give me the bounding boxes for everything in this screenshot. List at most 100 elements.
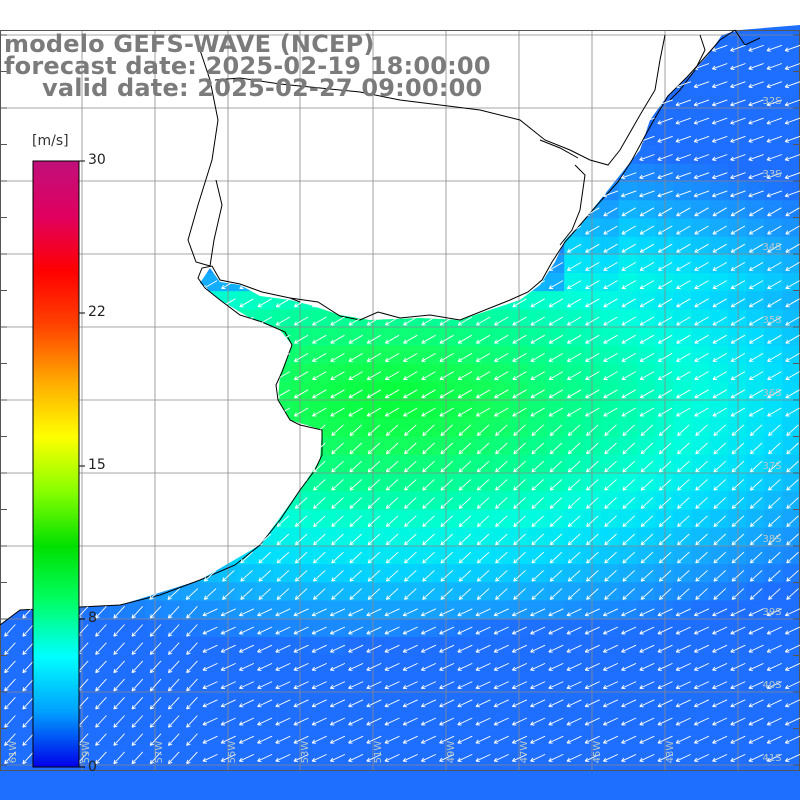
wind-arrow — [186, 642, 198, 655]
wind-arrow — [93, 353, 109, 362]
field-cell — [254, 400, 274, 420]
wind-arrow — [730, 735, 746, 744]
wind-arrow — [730, 81, 746, 89]
field-cell — [291, 436, 310, 456]
wind-arrow — [349, 570, 363, 582]
wind-arrow — [403, 353, 418, 362]
wind-arrow — [457, 662, 473, 671]
field-cell — [673, 163, 693, 183]
wind-arrow — [22, 733, 34, 746]
field-cell — [382, 236, 401, 256]
field-cell — [345, 127, 365, 147]
latitude-label: 33S — [762, 169, 781, 180]
field-cell — [327, 618, 347, 638]
wind-arrow — [21, 424, 35, 437]
field-cell — [728, 218, 747, 238]
field-cell — [182, 236, 201, 256]
field-cell — [491, 564, 511, 583]
wind-arrow — [112, 497, 126, 509]
wind-arrow — [167, 696, 180, 710]
wind-arrow — [22, 624, 34, 637]
wind-arrow — [330, 243, 345, 253]
field-cell — [382, 0, 401, 19]
field-cell — [254, 345, 274, 365]
wind-arrow — [131, 660, 144, 674]
field-cell — [473, 182, 492, 201]
field-cell — [273, 400, 292, 420]
wind-arrow — [202, 190, 218, 198]
wind-arrow — [530, 353, 545, 362]
field-cell — [327, 236, 347, 256]
field-cell — [564, 182, 583, 201]
wind-arrow — [38, 154, 55, 161]
field-cell — [418, 436, 438, 456]
wind-arrow — [530, 699, 546, 708]
wind-arrow — [402, 608, 418, 617]
field-cell — [764, 418, 784, 438]
wind-arrow — [512, 334, 527, 344]
field-cell — [163, 163, 183, 183]
field-cell — [527, 582, 547, 602]
wind-arrow — [240, 533, 253, 546]
wind-arrow — [348, 699, 364, 708]
wind-arrow — [293, 243, 309, 253]
longitude-label: 47W — [519, 741, 530, 764]
wind-arrow — [384, 371, 400, 381]
wind-arrow — [549, 479, 563, 491]
field-cell — [291, 400, 310, 420]
field-cell — [564, 36, 583, 56]
field-cell — [600, 746, 620, 765]
field-cell — [618, 291, 638, 310]
wind-arrow — [566, 63, 582, 70]
wind-arrow — [585, 280, 600, 290]
wind-arrow — [766, 135, 783, 143]
colorbar-label-30: 30 — [88, 152, 106, 168]
field-cell — [0, 254, 19, 274]
wind-arrow — [566, 262, 582, 271]
field-cell — [582, 764, 602, 784]
wind-arrow — [566, 389, 582, 399]
wind-arrow — [93, 407, 109, 417]
field-cell — [200, 309, 219, 329]
wind-arrow — [712, 753, 728, 762]
field-cell — [254, 436, 274, 456]
field-cell — [691, 527, 711, 547]
wind-arrow — [784, 99, 800, 107]
field-cell — [291, 236, 310, 256]
wind-arrow — [693, 117, 710, 125]
wind-arrow — [348, 717, 364, 726]
field-cell — [691, 436, 711, 456]
field-cell — [163, 564, 183, 583]
field-cell — [163, 546, 183, 565]
field-cell — [618, 218, 638, 238]
wind-arrow — [712, 735, 728, 744]
wind-arrow — [148, 334, 163, 344]
wind-arrow — [657, 735, 673, 744]
field-cell — [764, 728, 784, 747]
field-cell — [764, 145, 784, 165]
wind-arrow — [3, 460, 17, 473]
field-cell — [109, 782, 128, 800]
wind-arrow — [275, 681, 291, 690]
field-cell — [309, 218, 329, 238]
field-cell — [764, 637, 784, 656]
field-cell — [746, 72, 765, 92]
wind-arrow — [622, 551, 636, 564]
field-cell — [527, 473, 547, 492]
wind-arrow — [113, 642, 125, 655]
field-cell — [618, 746, 638, 765]
field-cell — [473, 436, 492, 456]
wind-arrow — [403, 243, 418, 253]
field-cell — [254, 145, 274, 165]
wind-arrow — [257, 407, 272, 417]
wind-arrow — [458, 533, 472, 546]
wind-arrow — [404, 497, 417, 509]
field-cell — [382, 109, 401, 128]
wind-arrow — [639, 371, 655, 381]
wind-arrow — [275, 117, 291, 125]
field-cell — [618, 327, 638, 347]
wind-arrow — [131, 588, 144, 600]
field-cell — [564, 709, 583, 729]
wind-arrow — [730, 172, 746, 180]
field-cell — [473, 163, 492, 183]
